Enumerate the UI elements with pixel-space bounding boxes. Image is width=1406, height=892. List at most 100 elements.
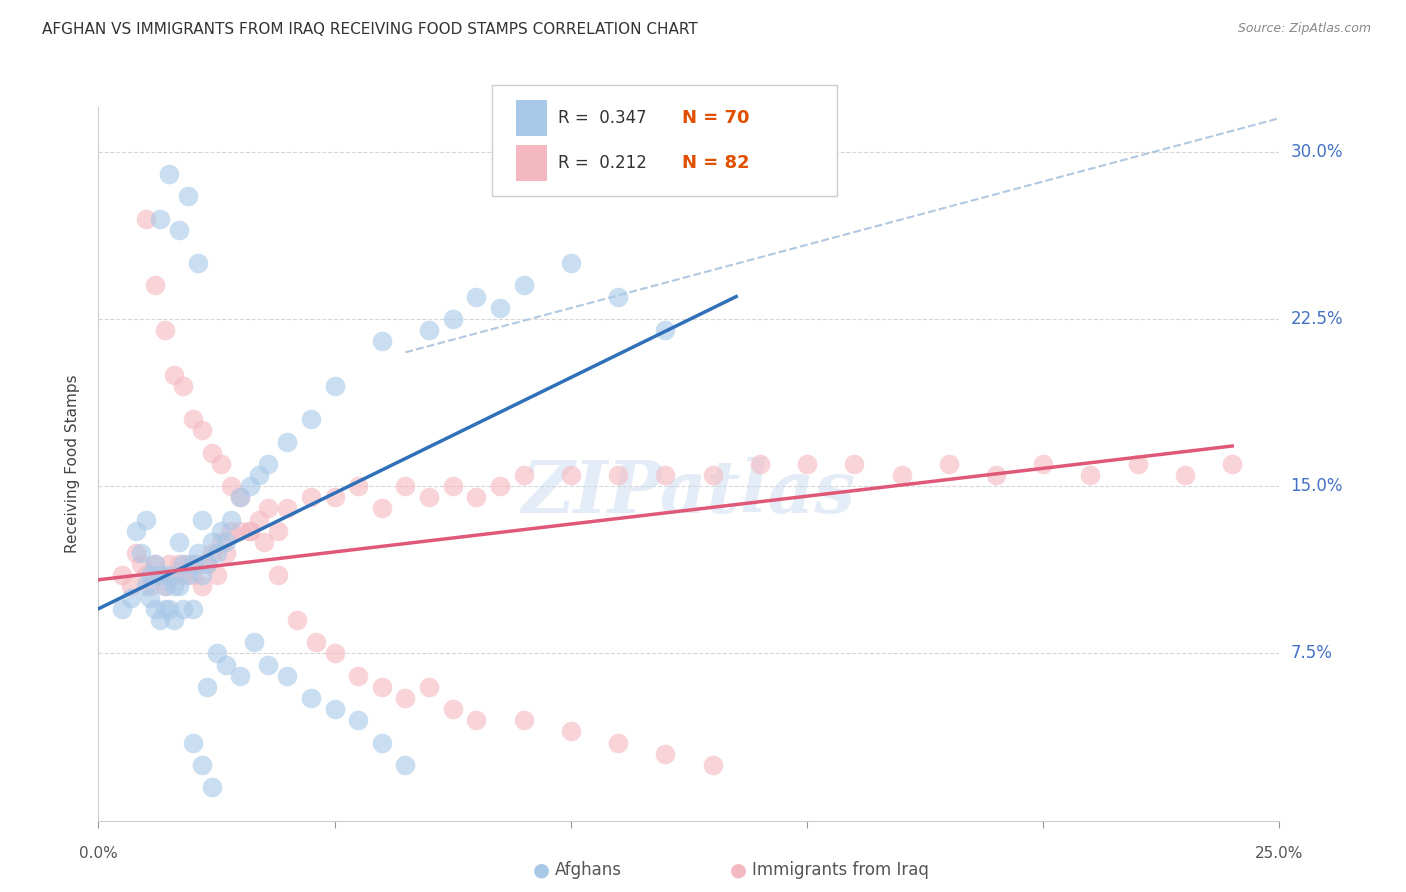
- Point: [1220, 457, 1243, 471]
- Y-axis label: Receiving Food Stamps: Receiving Food Stamps: [65, 375, 80, 553]
- Point: [465, 491, 488, 505]
- Point: [143, 278, 166, 293]
- Point: [796, 457, 818, 471]
- Text: 30.0%: 30.0%: [1291, 143, 1343, 161]
- Point: [181, 568, 204, 582]
- Point: [418, 491, 440, 505]
- Point: [157, 167, 180, 181]
- Point: [172, 602, 194, 616]
- Point: [243, 635, 266, 649]
- Point: [143, 557, 166, 572]
- Point: [111, 568, 134, 582]
- Point: [219, 479, 242, 493]
- Point: [371, 735, 394, 749]
- Point: [149, 568, 172, 582]
- Point: [229, 524, 252, 538]
- Point: [149, 568, 172, 582]
- Point: [654, 323, 676, 337]
- Point: [394, 758, 416, 772]
- Text: R =  0.347: R = 0.347: [558, 109, 647, 127]
- Text: Afghans: Afghans: [555, 861, 623, 879]
- Point: [167, 557, 190, 572]
- Point: [219, 512, 242, 526]
- Point: [125, 546, 148, 560]
- Point: [347, 479, 370, 493]
- Point: [371, 334, 394, 349]
- Point: [844, 457, 866, 471]
- Point: [276, 669, 298, 683]
- Text: 15.0%: 15.0%: [1291, 477, 1343, 495]
- Point: [748, 457, 770, 471]
- Text: Source: ZipAtlas.com: Source: ZipAtlas.com: [1237, 22, 1371, 36]
- Point: [215, 534, 238, 549]
- Text: N = 82: N = 82: [682, 154, 749, 172]
- Point: [890, 467, 912, 482]
- Point: [267, 524, 290, 538]
- Point: [209, 534, 232, 549]
- Point: [512, 467, 534, 482]
- Point: [702, 467, 724, 482]
- Point: [191, 568, 214, 582]
- Point: [371, 501, 394, 516]
- Text: 25.0%: 25.0%: [1256, 846, 1303, 861]
- Point: [157, 557, 180, 572]
- Point: [153, 580, 176, 594]
- Point: [172, 568, 194, 582]
- Text: 22.5%: 22.5%: [1291, 310, 1343, 328]
- Point: [560, 256, 582, 270]
- Point: [195, 557, 218, 572]
- Point: [418, 680, 440, 694]
- Point: [1126, 457, 1149, 471]
- Point: [121, 591, 143, 605]
- Point: [257, 657, 280, 672]
- Point: [181, 557, 204, 572]
- Point: [247, 512, 270, 526]
- Text: AFGHAN VS IMMIGRANTS FROM IRAQ RECEIVING FOOD STAMPS CORRELATION CHART: AFGHAN VS IMMIGRANTS FROM IRAQ RECEIVING…: [42, 22, 697, 37]
- Point: [323, 702, 346, 716]
- Point: [276, 434, 298, 449]
- Text: N = 70: N = 70: [682, 109, 749, 127]
- Point: [215, 657, 238, 672]
- Point: [560, 467, 582, 482]
- Point: [205, 546, 228, 560]
- Point: [191, 424, 214, 438]
- Text: ●: ●: [730, 860, 747, 880]
- Text: R =  0.212: R = 0.212: [558, 154, 647, 172]
- Point: [163, 568, 186, 582]
- Point: [187, 557, 209, 572]
- Point: [219, 524, 242, 538]
- Point: [139, 568, 162, 582]
- Point: [323, 646, 346, 660]
- Point: [157, 568, 180, 582]
- Point: [299, 491, 322, 505]
- Text: ZIPatlas: ZIPatlas: [522, 457, 856, 528]
- Point: [209, 457, 232, 471]
- Point: [418, 323, 440, 337]
- Text: ●: ●: [533, 860, 550, 880]
- Point: [125, 524, 148, 538]
- Point: [299, 412, 322, 426]
- Point: [257, 457, 280, 471]
- Point: [177, 568, 200, 582]
- Point: [512, 714, 534, 728]
- Point: [512, 278, 534, 293]
- Point: [267, 568, 290, 582]
- Point: [323, 378, 346, 392]
- Point: [305, 635, 328, 649]
- Point: [139, 591, 162, 605]
- Point: [215, 546, 238, 560]
- Point: [191, 580, 214, 594]
- Point: [167, 534, 190, 549]
- Point: [187, 546, 209, 560]
- Point: [229, 491, 252, 505]
- Point: [163, 613, 186, 627]
- Point: [984, 467, 1007, 482]
- Text: 0.0%: 0.0%: [79, 846, 118, 861]
- Point: [239, 524, 262, 538]
- Point: [371, 680, 394, 694]
- Point: [441, 312, 464, 326]
- Point: [163, 368, 186, 382]
- Point: [323, 491, 346, 505]
- Point: [181, 412, 204, 426]
- Point: [129, 546, 152, 560]
